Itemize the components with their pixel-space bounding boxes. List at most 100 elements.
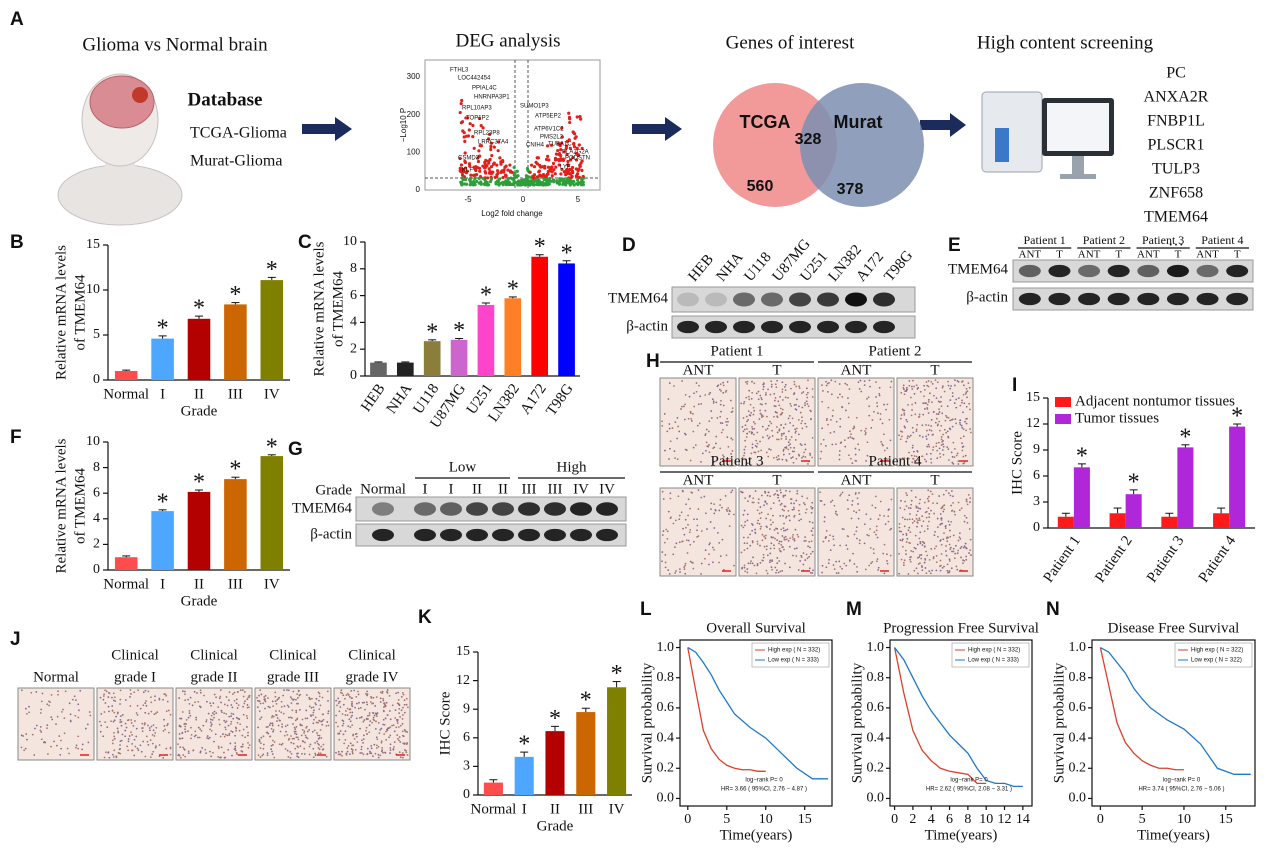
ihc-nucleus (195, 716, 198, 719)
ihc-nucleus (365, 726, 368, 729)
ihc-nucleus (951, 461, 954, 464)
ihc-nucleus (918, 517, 921, 520)
ihc-nucleus (765, 415, 768, 418)
volcano-dot (548, 176, 552, 181)
ihc-nucleus (326, 690, 329, 693)
ihc-nucleus (371, 721, 373, 724)
ihc-nucleus (761, 533, 764, 536)
legend-label: Low exp ( N = 322) (1191, 658, 1242, 664)
ihc-nucleus (668, 458, 670, 460)
volcano-gene: PMS2L2 (540, 135, 564, 141)
ihc-nucleus (382, 723, 385, 726)
ihc-nucleus (676, 458, 679, 461)
ihc-nucleus (151, 753, 154, 756)
y-tick-label: 0 (463, 787, 470, 802)
volcano-dot (560, 141, 564, 145)
ihc-nucleus (260, 716, 263, 719)
ihc-nucleus (129, 689, 132, 691)
volcano-dot (553, 172, 557, 176)
bar (514, 756, 534, 795)
significance-marker: * (229, 457, 241, 483)
ihc-nucleus (769, 449, 772, 451)
ihc-nucleus (230, 704, 233, 706)
ihc-nucleus (355, 732, 358, 735)
patient-label: Patient 4 (869, 453, 922, 469)
ihc-nucleus (68, 702, 71, 705)
ihc-nucleus (350, 689, 353, 692)
ihc-nucleus (781, 381, 784, 384)
ihc-nucleus (955, 406, 958, 409)
ihc-nucleus (406, 754, 409, 756)
ihc-nucleus (948, 459, 950, 461)
ihc-nucleus (749, 562, 752, 565)
ihc-nucleus (781, 399, 784, 401)
ihc-nucleus (935, 545, 938, 548)
ihc-nucleus (717, 384, 720, 387)
volcano-dot (562, 150, 566, 154)
volcano-dot (491, 170, 495, 174)
ihc-nucleus (719, 447, 722, 450)
ihc-nucleus (207, 712, 210, 715)
ihc-nucleus (215, 696, 217, 699)
ihc-nucleus (401, 691, 404, 694)
volcano-dot (488, 169, 492, 173)
volcano-dot (530, 163, 534, 167)
ihc-nucleus (911, 521, 914, 524)
ihc-nucleus (766, 494, 769, 497)
ihc-nucleus (773, 547, 776, 550)
ihc-nucleus (924, 511, 927, 514)
lane-label: ANT (1196, 249, 1219, 261)
ihc-nucleus (925, 402, 927, 404)
ihc-nucleus (121, 733, 124, 736)
ihc-nucleus (272, 705, 274, 708)
ihc-nucleus (379, 697, 382, 700)
x-axis-label: Time(years) (720, 827, 793, 843)
ihc-nucleus (318, 719, 321, 722)
y-tick-label: 0.8 (867, 670, 885, 685)
ihc-nucleus (77, 703, 80, 706)
ihc-nucleus (220, 701, 222, 704)
ihc-nucleus (236, 721, 239, 724)
ihc-nucleus (293, 737, 295, 740)
volcano-gene: CNIH4 (526, 143, 545, 149)
ihc-nucleus (297, 746, 300, 749)
ihc-nucleus (922, 413, 925, 416)
ihc-nucleus (876, 536, 879, 539)
screening-machine (981, 91, 1114, 179)
ihc-nucleus (359, 752, 362, 754)
ihc-nucleus (787, 417, 790, 420)
ihc-nucleus (940, 517, 943, 520)
volcano-dot (498, 156, 502, 160)
ihc-nucleus (315, 703, 317, 706)
ihc-nucleus (223, 735, 226, 738)
ihc-nucleus (880, 440, 883, 443)
ihc-nucleus (849, 457, 852, 460)
ihc-nucleus (773, 415, 775, 418)
ihc-nucleus (912, 457, 914, 460)
ihc-nucleus (187, 730, 189, 733)
ihc-nucleus (965, 558, 968, 561)
ihc-nucleus (933, 512, 935, 515)
ihc-nucleus (884, 523, 887, 526)
ihc-nucleus (400, 709, 403, 712)
ihc-nucleus (925, 381, 928, 383)
y-tick-label: 12 (1026, 416, 1040, 431)
ihc-nucleus (349, 711, 352, 714)
blot-band (1018, 292, 1041, 306)
volcano-dot (565, 153, 569, 157)
ihc-nucleus (785, 538, 788, 541)
ihc-nucleus (922, 520, 925, 523)
ihc-nucleus (156, 711, 159, 714)
ihc-nucleus (919, 531, 922, 534)
blot-band (1078, 264, 1101, 278)
ihc-nucleus (767, 424, 770, 427)
ihc-nucleus (287, 689, 290, 692)
ihc-nucleus (725, 508, 728, 511)
x-tick-label: IV (264, 576, 280, 592)
ihc-nucleus (962, 411, 964, 414)
ihc-nucleus (400, 695, 403, 698)
y-tick-label: 9 (1033, 442, 1040, 457)
volcano-dot (479, 124, 483, 128)
ihc-nucleus (674, 546, 676, 549)
panel-label: J (10, 629, 21, 650)
